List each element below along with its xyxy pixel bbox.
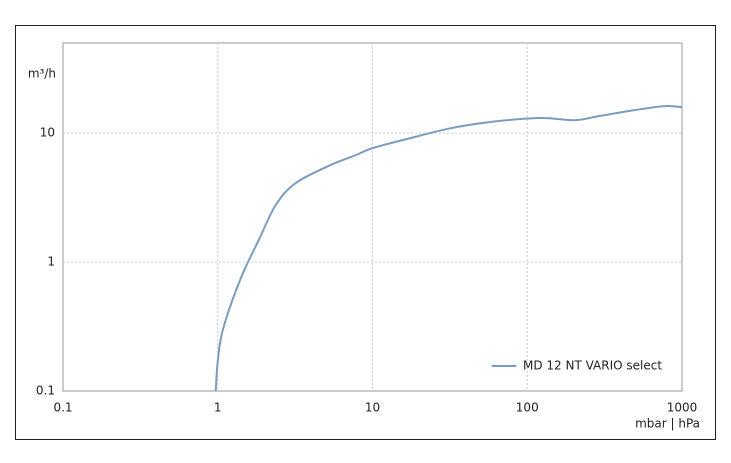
- outer-frame: [15, 25, 716, 440]
- y-axis-label: m³/h: [28, 67, 56, 81]
- x-tick-label: 0.1: [53, 401, 72, 415]
- x-tick-label: 1000: [667, 401, 698, 415]
- y-tick-label: 0.1: [36, 384, 55, 398]
- x-tick-label: 1: [214, 401, 222, 415]
- line-series: [214, 105, 683, 392]
- legend-label: MD 12 NT VARIO select: [523, 359, 662, 373]
- y-tick-label: 1: [47, 255, 55, 269]
- x-tick-label: 10: [365, 401, 380, 415]
- x-axis-label: mbar | hPa: [635, 417, 700, 431]
- y-tick-label: 10: [40, 126, 55, 140]
- x-tick-label: 100: [516, 401, 539, 415]
